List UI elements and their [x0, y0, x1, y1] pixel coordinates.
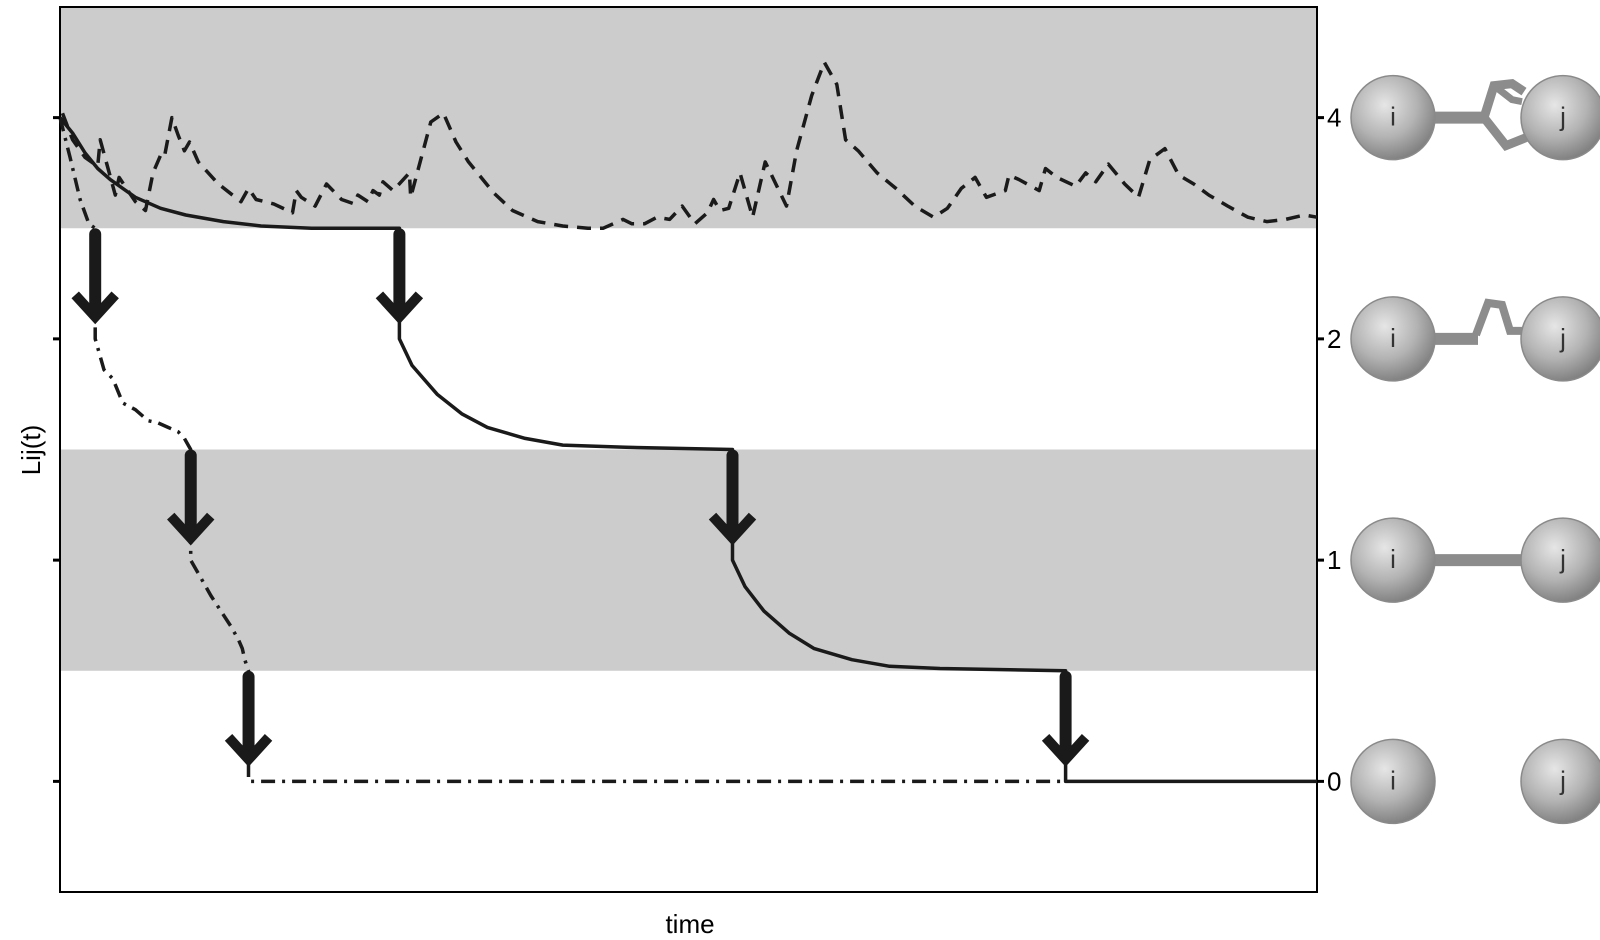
- sphere-j-icon: [1520, 74, 1600, 161]
- sphere-i-icon: [1350, 517, 1436, 603]
- y-tick-label: 1: [1327, 545, 1341, 575]
- y-axis-label: Lij(t): [16, 425, 46, 476]
- series-line-solid: [58, 116, 1317, 784]
- bond-icon: [1472, 298, 1525, 337]
- sphere-j-label: j: [1559, 765, 1566, 795]
- sphere-i-icon: [1350, 74, 1436, 161]
- bond-icon: [1480, 114, 1528, 152]
- shaded-bands: [60, 7, 1317, 671]
- state-icons: i ji ji ji j: [1350, 74, 1600, 825]
- bond-icon: [1479, 78, 1527, 119]
- y-tick-label: 0: [1327, 766, 1341, 796]
- sphere-i-label: i: [1390, 544, 1396, 574]
- y-tick-label: 2: [1327, 324, 1341, 354]
- series-group: [58, 60, 1318, 784]
- transition-arrow: [1041, 670, 1090, 767]
- x-axis-label: time: [665, 909, 714, 939]
- shaded-band-1: [60, 7, 1317, 229]
- arrow-head: [375, 291, 424, 325]
- series-line-dashed: [60, 60, 1318, 231]
- arrow-head: [708, 512, 757, 546]
- sphere-j-icon: [1520, 738, 1600, 825]
- sphere-i-icon: [1350, 738, 1436, 825]
- sphere-i-label: i: [1390, 765, 1396, 795]
- axis-ticks: 0 1 2 4: [53, 103, 1341, 796]
- y-tick-label: 4: [1327, 103, 1341, 133]
- sphere-i-label: i: [1390, 102, 1396, 132]
- series-line-dashdot: [58, 117, 1066, 784]
- transition-arrow: [224, 670, 273, 767]
- bond-icon: [1491, 82, 1523, 106]
- sphere-j-label: j: [1559, 102, 1566, 132]
- arrow-head: [167, 512, 215, 546]
- sphere-j-icon: [1520, 517, 1600, 603]
- plot-frame: [59, 6, 1318, 893]
- arrow-head: [1041, 734, 1090, 767]
- transition-arrows: [71, 228, 1090, 767]
- sphere-i-icon: [1350, 296, 1436, 382]
- sphere-j-label: j: [1559, 323, 1566, 353]
- transition-arrow: [708, 449, 757, 546]
- arrow-head: [71, 291, 119, 325]
- transition-arrow: [167, 449, 215, 546]
- shaded-band-0: [60, 449, 1317, 671]
- sphere-j-icon: [1520, 296, 1600, 382]
- transition-arrow: [71, 228, 119, 325]
- sphere-j-label: j: [1559, 544, 1566, 574]
- sphere-i-label: i: [1390, 323, 1396, 353]
- arrow-head: [224, 734, 273, 767]
- transition-arrow: [375, 228, 424, 325]
